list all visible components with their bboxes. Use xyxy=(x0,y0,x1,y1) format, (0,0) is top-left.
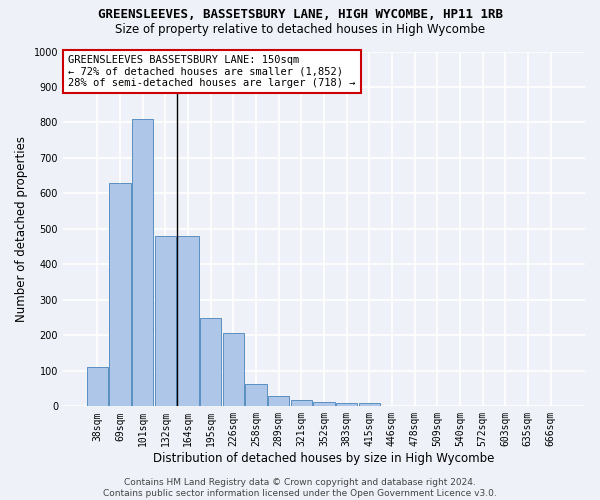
Bar xyxy=(200,318,221,406)
Bar xyxy=(86,368,108,406)
Bar xyxy=(245,384,267,406)
Bar xyxy=(336,403,358,406)
Bar xyxy=(155,236,176,406)
Text: GREENSLEEVES BASSETSBURY LANE: 150sqm
← 72% of detached houses are smaller (1,85: GREENSLEEVES BASSETSBURY LANE: 150sqm ← … xyxy=(68,55,356,88)
Bar xyxy=(109,183,131,406)
Text: Size of property relative to detached houses in High Wycombe: Size of property relative to detached ho… xyxy=(115,22,485,36)
X-axis label: Distribution of detached houses by size in High Wycombe: Distribution of detached houses by size … xyxy=(153,452,494,465)
Y-axis label: Number of detached properties: Number of detached properties xyxy=(15,136,28,322)
Bar xyxy=(177,236,199,406)
Bar xyxy=(132,119,154,406)
Bar xyxy=(223,333,244,406)
Bar xyxy=(359,403,380,406)
Bar xyxy=(268,396,289,406)
Bar xyxy=(290,400,312,406)
Bar xyxy=(313,402,335,406)
Text: Contains HM Land Registry data © Crown copyright and database right 2024.
Contai: Contains HM Land Registry data © Crown c… xyxy=(103,478,497,498)
Text: GREENSLEEVES, BASSETSBURY LANE, HIGH WYCOMBE, HP11 1RB: GREENSLEEVES, BASSETSBURY LANE, HIGH WYC… xyxy=(97,8,503,20)
